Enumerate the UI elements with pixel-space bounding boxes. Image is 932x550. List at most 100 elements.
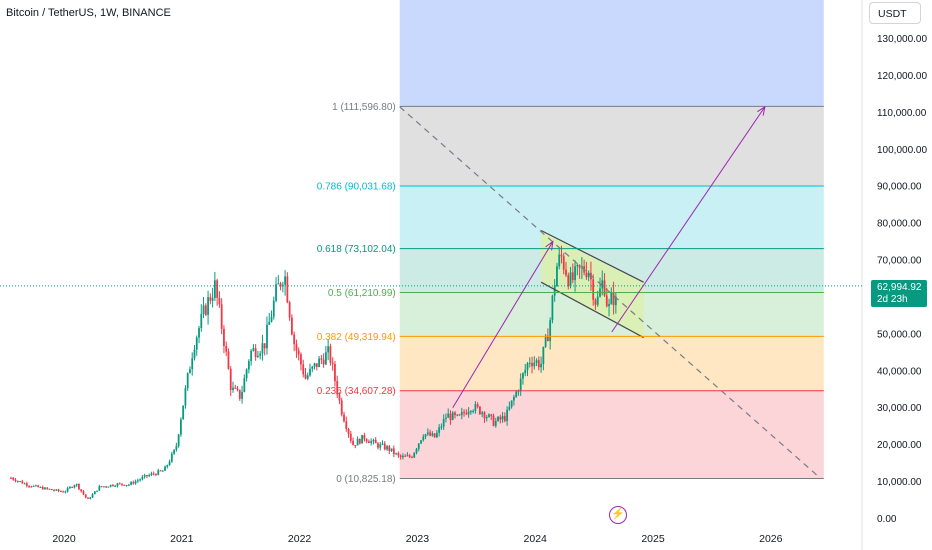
candle-body: [481, 412, 484, 415]
y-axis-tick-label: 40,000.00: [877, 366, 922, 377]
candle-body: [10, 477, 12, 479]
candle-body: [537, 360, 540, 368]
candle-body: [361, 435, 364, 444]
candle-body: [320, 358, 323, 360]
candle-body: [112, 484, 114, 487]
candle-body: [227, 351, 230, 369]
candle-body: [184, 388, 187, 406]
candle-body: [510, 400, 513, 407]
candle-body: [433, 433, 436, 438]
arrow-head: [545, 240, 554, 251]
candle-body: [250, 350, 253, 362]
candle-body: [442, 418, 445, 427]
candle-body: [159, 470, 162, 472]
candle-body: [96, 490, 98, 492]
candle-body: [236, 388, 239, 390]
candle-body: [372, 439, 375, 442]
candle-body: [476, 404, 479, 407]
candle-body: [139, 479, 142, 481]
candle-body: [66, 488, 69, 492]
candle-body: [381, 443, 384, 445]
fib-level-label: 0 (10,825.18): [336, 474, 396, 485]
candle-body: [182, 405, 185, 420]
candle-body: [118, 483, 121, 485]
candle-body: [254, 348, 257, 358]
candle-body: [467, 411, 470, 415]
candle-body: [549, 320, 552, 342]
candle-body: [109, 484, 112, 487]
candle-body: [245, 369, 248, 379]
candle-body: [263, 343, 266, 349]
candle-body: [483, 412, 486, 419]
candle-body: [449, 413, 452, 420]
candle-body: [585, 272, 588, 278]
candle-body: [168, 461, 171, 466]
y-axis-tick-label: 30,000.00: [877, 403, 922, 414]
candle-body: [356, 438, 359, 446]
candle-body: [422, 436, 425, 441]
candle-body: [30, 486, 33, 488]
candle-body: [175, 446, 178, 450]
candle-body: [191, 358, 194, 370]
fib-band: [399, 390, 824, 479]
y-axis-tick-label: 70,000.00: [877, 256, 922, 267]
candle-body: [44, 487, 46, 490]
candle-body: [354, 445, 357, 447]
projection-arrow[interactable]: [611, 106, 766, 333]
candle-body: [553, 286, 556, 296]
candle-body: [587, 272, 590, 278]
candle-body: [503, 416, 506, 422]
candle-body: [225, 346, 228, 352]
x-axis-tick-label: 2026: [759, 533, 783, 545]
lightning-icon[interactable]: ⚡: [609, 506, 627, 524]
y-axis-tick-label: 120,000.00: [877, 71, 927, 82]
candle-body: [232, 387, 234, 390]
candle-body: [189, 369, 191, 374]
channel-lower-line[interactable]: [540, 281, 644, 339]
candle-body: [170, 453, 173, 462]
candle-body: [576, 265, 579, 267]
currency-button[interactable]: USDT: [869, 2, 921, 24]
candle-body: [533, 362, 536, 367]
projection-arrow[interactable]: [452, 241, 554, 408]
candle-body: [12, 477, 15, 480]
candle-body: [522, 373, 524, 379]
last-price-value: 62,994.92: [877, 282, 922, 293]
x-axis-tick-label: 2025: [641, 533, 665, 545]
candle-body: [211, 297, 214, 301]
candle-body: [243, 378, 246, 393]
symbol-title[interactable]: Bitcoin / TetherUS, 1W, BINANCE: [6, 7, 171, 19]
candle-body: [596, 296, 599, 305]
fib-band: [399, 106, 824, 187]
candle-body: [383, 443, 386, 450]
candle-body: [331, 362, 334, 364]
candle-body: [82, 491, 85, 495]
fib-band: [399, 336, 824, 391]
candle-body: [59, 491, 62, 493]
candle-body: [218, 297, 221, 305]
candle-body: [19, 481, 21, 483]
channel-upper-line[interactable]: [540, 229, 644, 283]
candle-body: [277, 283, 280, 285]
projection-zone: [399, 0, 824, 107]
fib-level-label: 1 (111,596.80): [332, 102, 396, 113]
candle-body: [343, 414, 345, 422]
candle-body: [53, 489, 55, 491]
dashed-trend-line[interactable]: [399, 106, 819, 477]
candle-body: [134, 481, 137, 484]
candle-body: [179, 419, 182, 435]
candle-body: [204, 305, 207, 315]
candle-body: [123, 484, 126, 486]
candle-body: [546, 335, 549, 342]
candle-body: [601, 280, 604, 289]
candle-body: [150, 473, 153, 475]
x-axis-tick-label: 2024: [524, 533, 548, 545]
candle-body: [107, 486, 110, 488]
candle-body: [556, 266, 558, 287]
candle-body: [327, 346, 330, 353]
candle-body: [345, 421, 348, 429]
candle-body: [558, 254, 561, 267]
candle-body: [229, 368, 232, 390]
